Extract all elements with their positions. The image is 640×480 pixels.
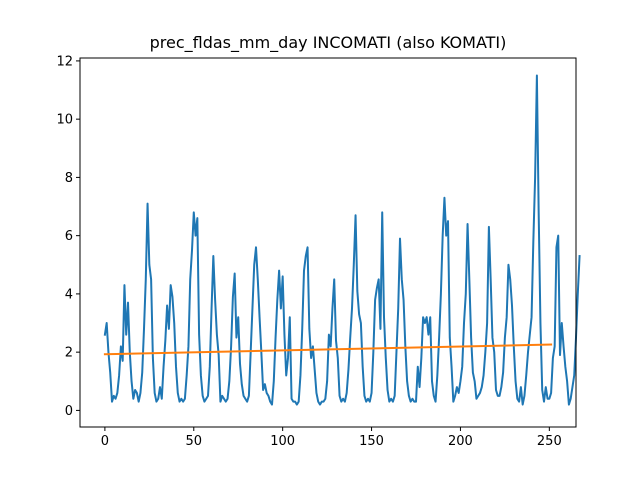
x-tick-label: 100 (270, 434, 295, 449)
x-tick-label: 150 (359, 434, 384, 449)
y-tick-label: 6 (65, 229, 73, 244)
y-tick-label: 8 (65, 171, 73, 186)
y-tick-label: 12 (56, 54, 73, 69)
series-line-2 (103, 343, 553, 356)
x-tick-label: 200 (448, 434, 473, 449)
x-tick-label: 50 (186, 434, 203, 449)
y-tick-label: 4 (65, 287, 73, 302)
series-layer (103, 74, 581, 406)
y-tick-label: 0 (65, 404, 73, 419)
axes-layer: 0 50 100 150 200 250 0 2 4 6 8 10 12 (56, 54, 577, 449)
plot-frame (79, 57, 577, 428)
x-tick-label: 250 (537, 434, 562, 449)
chart-title: prec_fldas_mm_day INCOMATI (also KOMATI) (150, 33, 507, 53)
series-line-1 (103, 74, 581, 406)
y-tick-label: 2 (65, 346, 73, 361)
x-tick-label: 0 (101, 434, 109, 449)
y-tick-label: 10 (56, 113, 73, 128)
